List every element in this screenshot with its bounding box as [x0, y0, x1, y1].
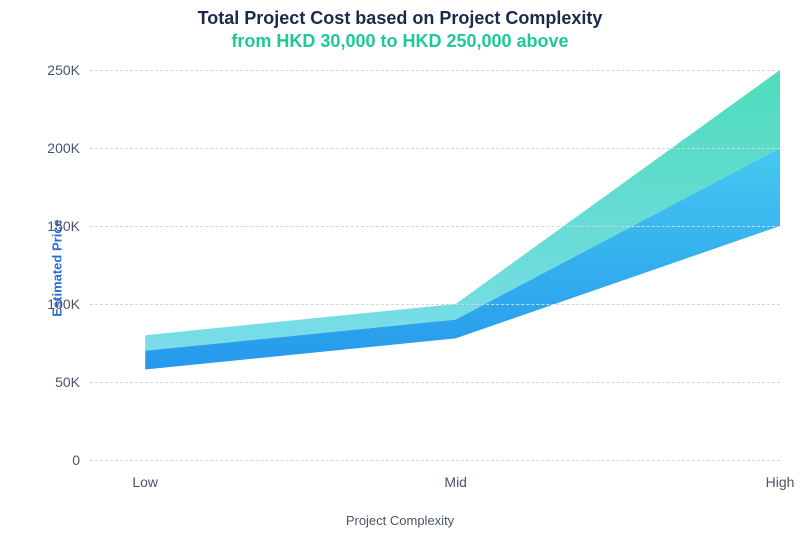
gridline: [90, 148, 780, 149]
chart-svg: [90, 70, 780, 460]
chart-container: Total Project Cost based on Project Comp…: [0, 0, 800, 536]
gridline: [90, 304, 780, 305]
gridline: [90, 460, 780, 461]
ytick-label: 100K: [47, 296, 80, 312]
title-block: Total Project Cost based on Project Comp…: [0, 8, 800, 52]
xtick-label: Mid: [444, 474, 467, 490]
chart-subtitle: from HKD 30,000 to HKD 250,000 above: [0, 31, 800, 52]
xtick-label: High: [766, 474, 795, 490]
xtick-label: Low: [132, 474, 158, 490]
ytick-label: 50K: [55, 374, 80, 390]
gridline: [90, 382, 780, 383]
ytick-label: 0: [72, 452, 80, 468]
ytick-label: 250K: [47, 62, 80, 78]
plot-area: 050K100K150K200K250KLowMidHigh: [90, 70, 780, 460]
ytick-label: 150K: [47, 218, 80, 234]
gridline: [90, 70, 780, 71]
chart-title: Total Project Cost based on Project Comp…: [0, 8, 800, 29]
x-axis-label: Project Complexity: [0, 513, 800, 528]
ytick-label: 200K: [47, 140, 80, 156]
gridline: [90, 226, 780, 227]
